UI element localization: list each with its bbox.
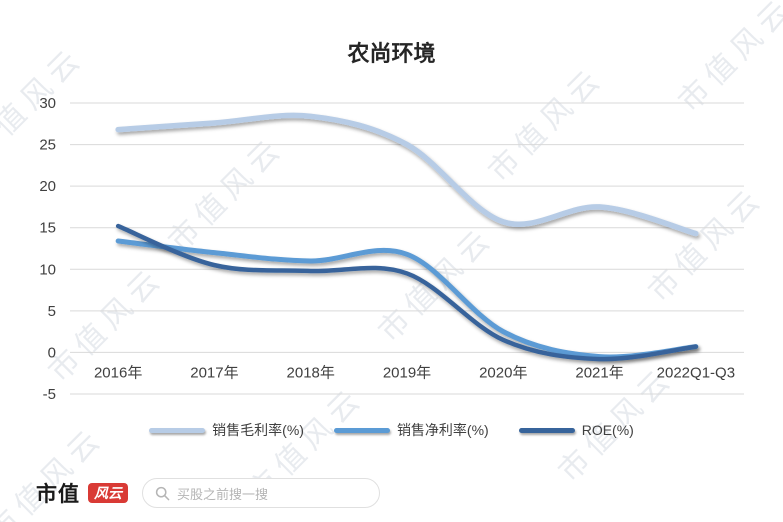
x-category-label: 2020年 — [479, 364, 527, 381]
legend-swatch — [333, 427, 390, 433]
x-category-label: 2018年 — [287, 364, 335, 381]
x-category-label: 2017年 — [190, 364, 238, 381]
legend-label: ROE(%) — [581, 422, 634, 438]
y-tick-label: 10 — [39, 261, 56, 278]
search-icon — [155, 486, 170, 500]
x-category-label: 2019年 — [383, 364, 431, 381]
line-chart: 30 25 20 15 10 5 0 -5 2016年 2017年 2018年 2019年 2020年 2… — [39, 95, 744, 403]
legend-item: 销售毛利率(%) — [149, 420, 304, 440]
legend-swatch — [149, 427, 206, 433]
brand-logo-text: 市值 — [36, 483, 80, 506]
series-line-2 — [115, 223, 699, 362]
y-tick-label: 5 — [48, 303, 56, 320]
y-tick-label: 15 — [39, 220, 56, 237]
search-placeholder: 买股之前搜一搜 — [177, 486, 269, 502]
footer: 市值 风云 买股之前搜一搜 — [36, 478, 380, 508]
legend-item: ROE(%) — [518, 422, 634, 438]
y-tick-label: 30 — [39, 95, 56, 112]
chart-legend: 销售毛利率(%) 销售净利率(%) ROE(%) — [0, 420, 783, 440]
legend-label: 销售毛利率(%) — [212, 422, 304, 438]
search-bar[interactable]: 买股之前搜一搜 — [142, 478, 380, 508]
y-tick-label: -5 — [43, 386, 56, 403]
legend-label: 销售净利率(%) — [396, 422, 489, 438]
series-line-0 — [115, 112, 699, 237]
y-tick-label: 25 — [39, 137, 56, 154]
legend-swatch — [518, 427, 575, 433]
y-tick-label: 0 — [48, 344, 56, 361]
x-category-label: 2016年 — [94, 364, 142, 381]
chart-title: 农尚环境 — [347, 41, 436, 66]
legend-item: 销售净利率(%) — [333, 420, 489, 440]
x-category-label: 2021年 — [575, 364, 623, 381]
series-line-1 — [115, 238, 699, 360]
y-tick-label: 20 — [39, 178, 56, 195]
x-category-label: 2022Q1-Q3 — [657, 364, 735, 381]
brand-seal-icon: 风云 — [88, 483, 128, 503]
